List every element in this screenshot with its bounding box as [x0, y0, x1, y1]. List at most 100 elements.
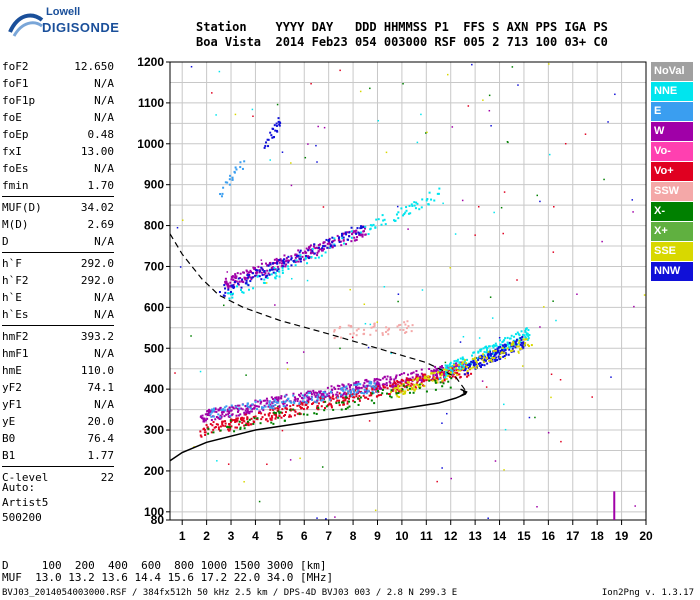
echo-point	[498, 339, 501, 342]
echo-point	[472, 361, 475, 364]
echo-point	[264, 276, 267, 279]
echo-point	[287, 261, 290, 264]
echo-point	[217, 428, 220, 431]
noise-point	[276, 103, 279, 106]
echo-point	[398, 374, 401, 377]
noise-point	[286, 368, 289, 370]
echo-point	[481, 355, 484, 358]
echo-point	[510, 334, 513, 337]
echo-point	[278, 258, 281, 261]
auto-method: Artist5	[2, 496, 49, 509]
echo-point	[416, 373, 419, 376]
noise-point	[397, 293, 400, 295]
echo-point	[438, 187, 441, 190]
echo-point	[226, 410, 229, 413]
echo-point	[269, 408, 272, 411]
noise-point	[610, 376, 612, 378]
echo-point	[293, 400, 296, 403]
echo-point	[281, 269, 284, 272]
echo-point	[225, 280, 228, 283]
noise-point	[299, 457, 301, 460]
echo-point	[374, 386, 377, 389]
echo-point	[264, 405, 267, 408]
echo-point	[214, 407, 217, 410]
echo-point	[353, 383, 356, 386]
echo-point	[363, 328, 366, 331]
echo-point	[305, 254, 308, 257]
echo-point	[515, 345, 518, 348]
echo-point	[317, 244, 320, 247]
version-label: Ion2Png v. 1.3.17	[601, 588, 694, 598]
echo-point	[453, 367, 456, 370]
echo-point	[496, 349, 499, 352]
echo-point	[348, 385, 351, 388]
echo-point	[407, 325, 410, 328]
echo-point	[415, 383, 418, 386]
echo-point	[441, 385, 444, 388]
echo-point	[372, 391, 375, 394]
echo-point	[252, 415, 255, 418]
echo-point	[502, 340, 505, 343]
echo-point	[228, 423, 231, 426]
echo-point	[362, 384, 365, 387]
echo-point	[462, 366, 465, 369]
echo-point	[454, 362, 457, 365]
echo-point	[240, 419, 243, 422]
echo-point	[259, 410, 262, 413]
echo-point	[249, 276, 252, 279]
echo-point	[525, 338, 528, 341]
echo-point	[449, 386, 452, 389]
echo-point	[263, 413, 266, 416]
noise-point	[368, 420, 371, 422]
echo-point	[497, 355, 500, 358]
noise-point	[543, 306, 545, 308]
echo-point	[251, 407, 254, 410]
echo-point	[305, 256, 308, 259]
echo-point	[373, 387, 376, 390]
echo-point	[267, 414, 270, 417]
echo-point	[359, 396, 362, 399]
echo-point	[252, 287, 255, 290]
station-header: Station YYYY DAY DDD HHMMSS P1 FFS S AXN…	[196, 20, 608, 50]
echo-point	[206, 426, 209, 429]
noise-point	[243, 481, 245, 483]
noise-point	[290, 184, 293, 187]
echo-point	[463, 373, 466, 376]
echo-point	[362, 394, 365, 397]
echo-point	[456, 360, 459, 363]
legend-item: SSE	[651, 242, 693, 261]
echo-point	[453, 364, 456, 367]
echo-point	[340, 408, 343, 411]
echo-point	[239, 413, 242, 416]
echo-point	[307, 391, 310, 394]
echo-point	[418, 378, 421, 381]
echo-point	[269, 263, 272, 266]
noise-point	[552, 300, 554, 302]
echo-point	[489, 349, 492, 352]
noise-point	[374, 509, 377, 512]
echo-point	[476, 364, 479, 367]
echo-point	[514, 346, 517, 349]
echo-point	[444, 371, 447, 374]
echo-point	[241, 408, 244, 411]
echo-point	[313, 412, 316, 415]
echo-point	[458, 373, 461, 376]
echo-point	[520, 330, 523, 333]
echo-point	[263, 404, 266, 407]
echo-point	[340, 393, 343, 396]
noise-point	[316, 517, 318, 519]
echo-point	[210, 431, 213, 434]
echo-point	[242, 281, 245, 284]
echo-point	[278, 270, 281, 273]
echo-point	[227, 413, 230, 416]
echo-point	[272, 262, 275, 265]
echo-point	[512, 341, 515, 344]
echo-point	[453, 360, 456, 363]
echo-point	[252, 422, 255, 425]
noise-point	[471, 63, 473, 66]
echo-point	[434, 365, 437, 368]
echo-point	[222, 186, 225, 189]
echo-point	[438, 378, 441, 381]
echo-point	[402, 384, 405, 387]
noise-point	[454, 233, 457, 235]
